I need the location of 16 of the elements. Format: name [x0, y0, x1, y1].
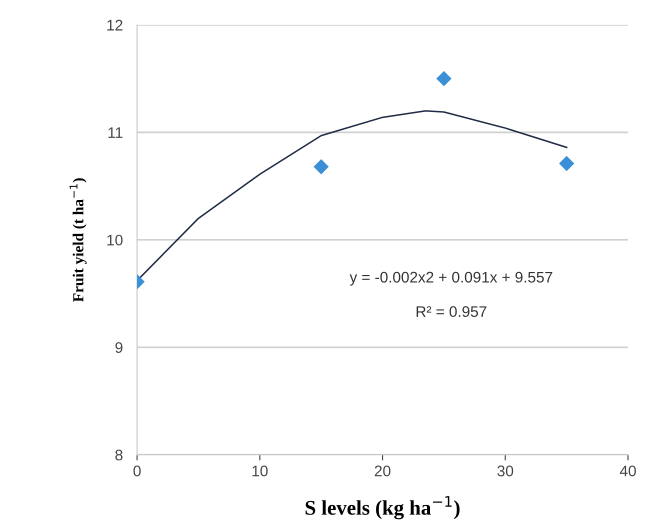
- y-tick-label: 12: [107, 20, 122, 30]
- annotation: y = -0.002x2 + 0.091x + 9.557: [350, 272, 552, 286]
- y-tick-label: 9: [115, 342, 122, 353]
- point: [436, 71, 452, 86]
- annotation: R² = 0.957: [416, 306, 486, 317]
- x-tick-label: 30: [497, 466, 514, 476]
- y-axis-title: Fruit yield (t ha$^{−1}$): [70, 178, 87, 302]
- x-tick-label: 40: [620, 466, 636, 476]
- x-tick-label: 20: [374, 466, 390, 476]
- point: [559, 156, 574, 172]
- y-tick-label: 11: [108, 127, 122, 138]
- y-tick-label: 8: [115, 450, 123, 460]
- x-axis-title: S levels (kg ha$^{−1}$): [306, 496, 460, 520]
- x-tick-label: 0: [133, 466, 141, 476]
- y-tick-label: 10: [107, 234, 123, 246]
- x-tick-label: 10: [252, 466, 268, 476]
